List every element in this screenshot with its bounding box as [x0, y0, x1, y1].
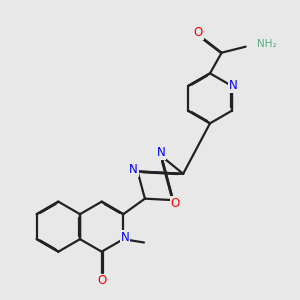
Text: NH₂: NH₂	[257, 39, 277, 49]
Text: N: N	[129, 163, 138, 176]
Text: O: O	[194, 26, 203, 39]
Text: N: N	[229, 79, 238, 92]
Text: O: O	[170, 197, 179, 210]
Text: N: N	[121, 231, 130, 244]
Text: O: O	[97, 274, 106, 287]
Text: N: N	[157, 146, 166, 159]
